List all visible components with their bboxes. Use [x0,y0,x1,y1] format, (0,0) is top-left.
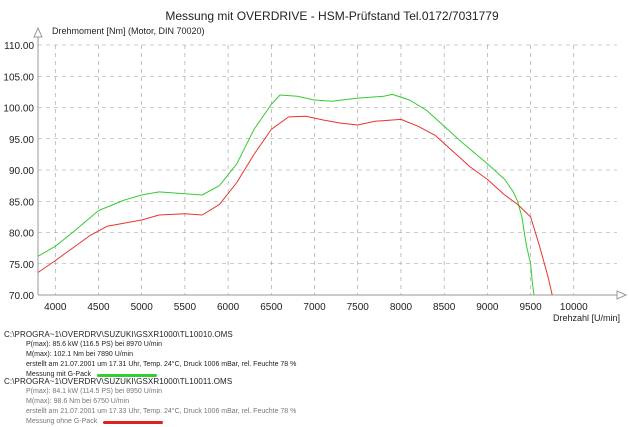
x-tick-label: 6500 [260,302,283,313]
x-axis-arrow-icon [616,290,628,300]
y-axis-title: Drehmoment [Nm] (Motor, DIN 70020) [52,26,205,36]
legend-pmax: P(max): 84.1 kW (114.5 PS) bei 8950 U/mi… [26,388,163,395]
legend-file-path: C:\PROGRA~1\OVERDRV\SUZUKI\GSXR1000\TL10… [4,377,233,386]
legend-label-row: Messung mit G-Pack [4,370,296,380]
legend-created: erstellt am 21.07.2001 um 17.31 Uhr, Tem… [26,361,297,368]
y-tick-label: 70.00 [9,291,34,302]
x-tick-label: 4500 [87,302,110,313]
axes [33,26,628,300]
legend-color-swatch [96,373,157,377]
legend-file-path: C:\PROGRA~1\OVERDRV\SUZUKI\GSXR1000\TL10… [4,330,233,339]
legend-created: erstellt am 21.07.2001 um 17.33 Uhr, Tem… [26,408,297,415]
x-tick-label: 7000 [303,302,326,313]
x-tick-label: 7500 [347,302,370,313]
x-tick-label: 6000 [217,302,240,313]
y-tick-label: 95.00 [9,135,34,146]
y-axis-arrow-icon [33,26,43,38]
series-line-mit-g-pack [37,93,535,296]
x-tick-label: 10000 [560,302,588,313]
legend-label: Messung mit G-Pack [26,371,91,378]
y-tick-label: 110.00 [4,41,34,52]
chart-title: Messung mit OVERDRIVE - HSM-Prüfstand Te… [165,9,499,23]
legend-color-swatch [103,420,164,424]
series-line-ohne-g-pack [37,115,553,296]
x-tick-label: 9500 [519,302,542,313]
y-tick-label: 100.00 [3,104,34,115]
y-tick-label: 75.00 [9,260,34,271]
legend-entry-ohne-g-pack: C:\PROGRA~1\OVERDRV\SUZUKI\GSXR1000\TL10… [4,377,296,427]
legend-mmax: M(max): 98.6 Nm bei 6750 U/min [26,398,130,405]
legend-entry-g-pack: C:\PROGRA~1\OVERDRV\SUZUKI\GSXR1000\TL10… [4,330,296,380]
x-tick-label: 5500 [174,302,197,313]
x-tick-label: 8500 [433,302,456,313]
x-tick-label: 4000 [44,302,67,313]
legend-pmax: P(max): 85.6 kW (116.5 PS) bei 8970 U/mi… [26,341,163,348]
y-tick-label: 90.00 [9,166,34,177]
tick-labels: 70.00 75.00 80.00 85.00 90.00 95.00 100.00 105.… [3,41,588,313]
legend-label-row: Messung ohne G-Pack [4,417,296,427]
y-tick-label: 85.00 [9,197,34,208]
series-lines [37,93,553,296]
y-tick-label: 80.00 [9,229,34,240]
legend-label: Messung ohne G-Pack [26,418,98,425]
x-tick-label: 8000 [390,302,413,313]
x-tick-label: 5000 [131,302,154,313]
x-tick-label: 9000 [476,302,499,313]
grid [38,44,617,295]
y-tick-label: 105.00 [3,72,34,83]
x-axis-title: Drehzahl [U/min] [553,313,620,323]
legend-mmax: M(max): 102.1 Nm bei 7890 U/min [26,351,133,358]
